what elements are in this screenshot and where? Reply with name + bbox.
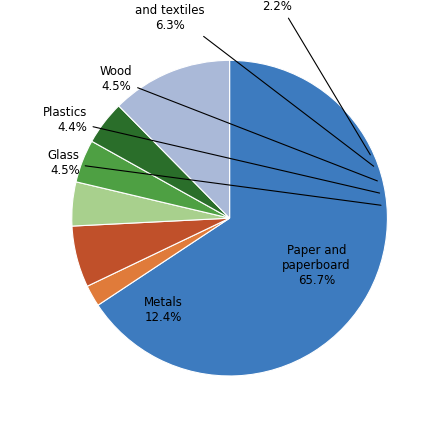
Text: Glass
4.5%: Glass 4.5% [47,149,381,205]
Wedge shape [92,106,230,218]
Wedge shape [119,60,230,218]
Wedge shape [76,141,230,218]
Text: Rubber, leather
and textiles
6.3%: Rubber, leather and textiles 6.3% [124,0,374,166]
Wedge shape [87,218,230,305]
Wedge shape [72,218,230,286]
Text: Plastics
4.4%: Plastics 4.4% [43,106,379,193]
Wedge shape [72,182,230,226]
Text: Wood
4.5%: Wood 4.5% [99,65,377,181]
Text: Paper and
paperboard
65.7%: Paper and paperboard 65.7% [282,244,351,287]
Text: Metals
12.4%: Metals 12.4% [144,295,183,324]
Wedge shape [98,60,388,376]
Text: Other
2.2%: Other 2.2% [260,0,370,155]
